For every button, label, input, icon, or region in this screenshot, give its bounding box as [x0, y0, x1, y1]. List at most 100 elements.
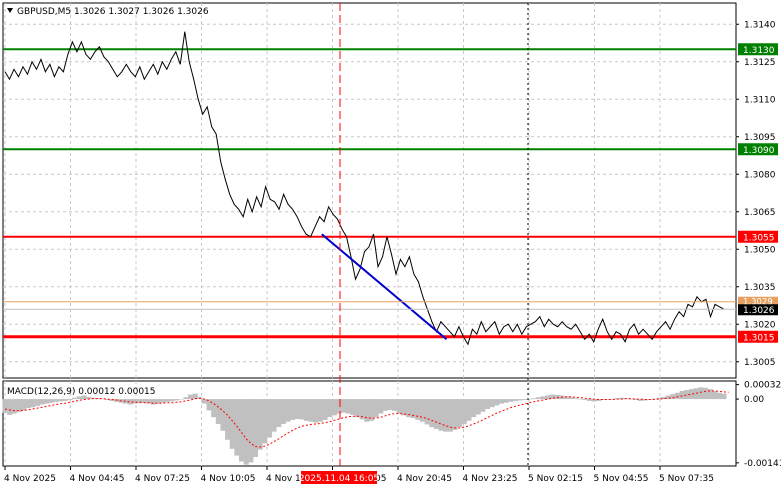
- macd-bar: [262, 399, 268, 444]
- macd-bar: [591, 399, 597, 402]
- macd-bar: [164, 399, 170, 402]
- macd-bar: [76, 396, 82, 400]
- macd-bar: [187, 394, 194, 400]
- macd-bar: [34, 399, 41, 406]
- trend-line[interactable]: [321, 233, 448, 341]
- macd-bar: [443, 399, 449, 432]
- main-grid: [3, 3, 736, 378]
- macd-bar: [127, 399, 133, 405]
- macd-bar: [67, 399, 73, 400]
- y-tick-label: 1.3005: [744, 358, 776, 368]
- level-tag-bg: [738, 330, 778, 343]
- macd-bar: [206, 399, 212, 411]
- macd-bar: [53, 399, 59, 402]
- macd-bar: [294, 399, 300, 419]
- macd-y-tick-label: 0.00032: [744, 381, 781, 391]
- x-tick-label: 4 Nov 10:05: [201, 474, 256, 484]
- macd-bar: [419, 399, 426, 422]
- macd-bar: [596, 399, 602, 401]
- macd-bar: [531, 398, 537, 400]
- macd-bar: [675, 392, 681, 400]
- macd-bar: [62, 399, 68, 401]
- macd-bar: [554, 395, 560, 400]
- macd-bar: [136, 399, 143, 404]
- macd-bar: [392, 399, 398, 411]
- macd-bar: [475, 399, 481, 415]
- macd-bar: [415, 399, 421, 420]
- price-series-line: [4, 31, 725, 346]
- y-tick-label: 1.3080: [744, 170, 776, 180]
- macd-bar: [457, 399, 463, 428]
- ask-tag-label: 1.3029: [743, 297, 773, 307]
- support-resistance-levels: [3, 48, 736, 339]
- macd-bar: [684, 390, 690, 400]
- macd-bar: [517, 399, 523, 401]
- macd-bar: [433, 399, 439, 429]
- macd-bar: [382, 399, 388, 411]
- level-tag-label: 1.3130: [743, 46, 775, 56]
- macd-bar: [104, 399, 110, 400]
- macd-bar: [243, 399, 249, 465]
- macd-bar: [99, 398, 105, 400]
- macd-bar: [610, 399, 616, 400]
- macd-bar: [466, 399, 472, 421]
- macd-bar: [327, 399, 333, 418]
- macd-bar: [25, 399, 31, 409]
- level-tag-label: 1.3015: [743, 333, 775, 343]
- y-tick-label: 1.3110: [744, 95, 776, 105]
- symbol-menu-icon[interactable]: [7, 8, 13, 13]
- macd-bar: [7, 399, 13, 415]
- macd-bar: [702, 387, 709, 400]
- macd-bar: [447, 399, 453, 432]
- macd-bar: [2, 399, 8, 413]
- macd-bar: [160, 399, 166, 403]
- x-tick-label: 5 Nov 04:55: [594, 474, 649, 484]
- x-tick-label: 4 Nov 2025: [4, 474, 56, 484]
- bid-tag-bg: [738, 304, 778, 316]
- macd-bar: [452, 399, 458, 430]
- macd-bar: [484, 399, 490, 410]
- macd-bar: [526, 399, 532, 400]
- macd-bar: [155, 399, 161, 404]
- macd-bar: [572, 398, 579, 400]
- macd-bar: [712, 390, 718, 400]
- macd-bar: [331, 399, 337, 416]
- macd-bar: [396, 399, 402, 414]
- macd-bar: [299, 399, 305, 420]
- price-axis: 1.3140 1.3125 1.3110 1.3095 1.3080 1.3065 1.30…: [736, 20, 776, 368]
- cursor-time-tag: 2025.11.04 16:05: [299, 474, 379, 484]
- macd-bar: [698, 387, 704, 400]
- macd-bar: [359, 399, 365, 420]
- level-tag-bg: [738, 43, 778, 56]
- macd-bar: [174, 399, 180, 401]
- macd-bar: [494, 399, 500, 406]
- macd-bar: [146, 399, 152, 404]
- macd-bar: [290, 399, 296, 420]
- macd-bar: [665, 395, 671, 400]
- macd-bar: [716, 392, 722, 400]
- macd-bar: [132, 399, 138, 404]
- macd-bar: [586, 399, 593, 401]
- macd-bar: [150, 399, 157, 405]
- level-tag-label: 1.3055: [743, 233, 775, 243]
- ask-tag-bg: [738, 296, 778, 306]
- macd-bar: [545, 395, 551, 400]
- macd-bar: [549, 394, 555, 400]
- macd-bar: [693, 388, 699, 400]
- macd-bar: [58, 399, 64, 402]
- x-tick-label: 4 Nov 12:45: [266, 474, 321, 484]
- cursor-time-tag-bg: [301, 471, 377, 484]
- macd-bar: [679, 390, 685, 400]
- macd-signal-line: [4, 390, 729, 448]
- macd-bar: [248, 399, 254, 463]
- x-tick-label: 5 Nov 07:35: [659, 474, 714, 484]
- macd-bar: [48, 399, 54, 403]
- macd-bar: [350, 399, 356, 415]
- macd-bar: [633, 399, 639, 400]
- macd-bar: [438, 399, 444, 431]
- macd-y-tick-label: -0.00141: [744, 459, 781, 469]
- level-tag-bg: [738, 143, 778, 156]
- y-tick-label: 1.3035: [744, 283, 776, 293]
